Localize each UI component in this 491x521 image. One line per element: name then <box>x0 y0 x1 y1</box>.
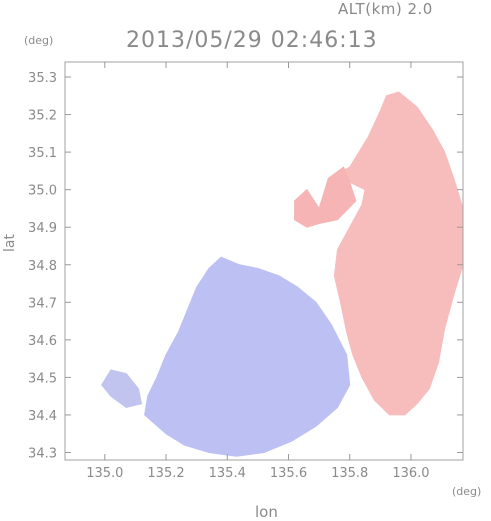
tick-labels: 135.0 135.2 135.4 135.6 135.8 136.0 34.3 34.4 34… <box>28 71 430 481</box>
region-approaching-west-strip <box>101 369 143 408</box>
y-tick-label: 34.3 <box>28 446 57 461</box>
y-tick-label: 34.9 <box>28 221 57 236</box>
plot-frame <box>64 61 464 461</box>
y-tick-label: 34.7 <box>28 296 57 311</box>
x-tick-label: 135.0 <box>86 466 123 481</box>
region-receding-north <box>328 91 464 416</box>
x-axis-unit: (deg) <box>452 485 482 498</box>
x-tick-label: 136.0 <box>392 466 429 481</box>
chart-title: 2013/05/29 02:46:13 <box>126 28 378 53</box>
x-axis-label: lon <box>255 503 278 521</box>
region-receding-west-lobe <box>294 166 357 228</box>
x-tick-label: 135.2 <box>147 466 184 481</box>
x-tick-label: 135.6 <box>270 466 307 481</box>
y-tick-label: 35.2 <box>28 109 57 124</box>
axis-ticks <box>65 62 463 460</box>
x-tick-label: 135.4 <box>209 466 246 481</box>
y-tick-label: 34.4 <box>28 409 57 424</box>
y-tick-label: 35.3 <box>28 71 57 86</box>
y-tick-label: 35.0 <box>28 184 57 199</box>
y-tick-label: 34.6 <box>28 334 57 349</box>
velocity-field <box>101 91 464 457</box>
y-tick-label: 34.8 <box>28 259 57 274</box>
y-axis-unit: (deg) <box>24 34 54 47</box>
x-tick-label: 135.8 <box>331 466 368 481</box>
altitude-label: ALT(km) 2.0 <box>338 0 433 18</box>
region-approaching-main <box>144 256 351 457</box>
y-tick-label: 35.1 <box>28 146 57 161</box>
y-tick-label: 34.5 <box>28 371 57 386</box>
